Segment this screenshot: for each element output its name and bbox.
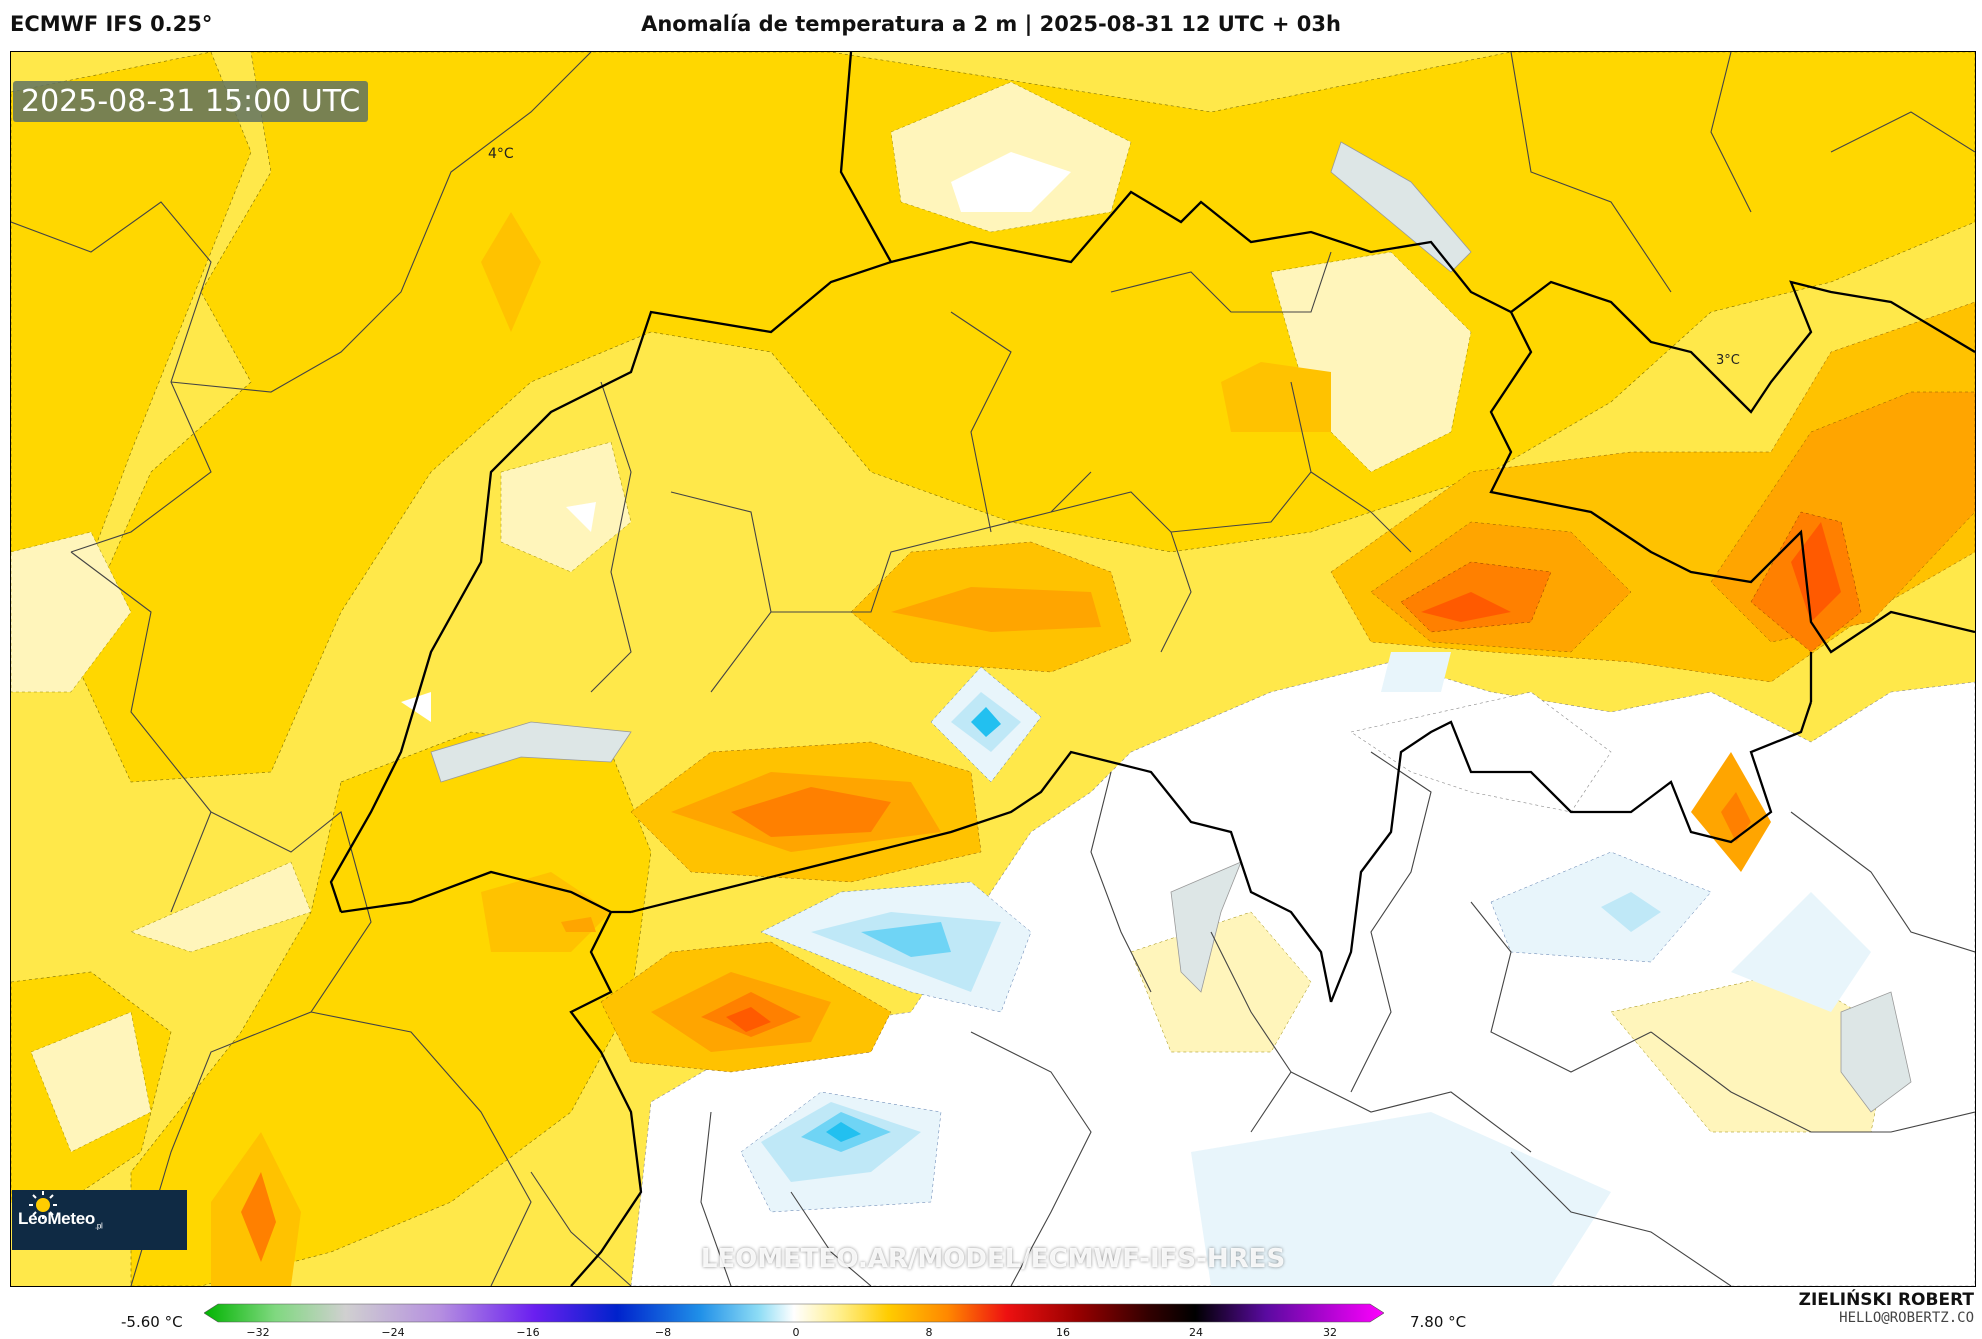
author-name: ZIELIŃSKI ROBERT xyxy=(1798,1290,1974,1310)
logo-text: LeoMeteo.pl xyxy=(18,1209,103,1231)
colorbar-tick: −8 xyxy=(654,1326,672,1339)
anomaly-zone xyxy=(70,52,1975,783)
cold-anomaly xyxy=(1381,652,1451,692)
colorbar-tick: 32 xyxy=(1323,1326,1337,1339)
source-url-watermark: LEOMETEO.AR/MODEL/ECMWF-IFS-HRES xyxy=(700,1244,1286,1274)
lake xyxy=(430,721,632,783)
author-credit: ZIELIŃSKI ROBERT HELLO@ROBERTZ.CO xyxy=(1799,1290,1974,1326)
legend-min-value: -5.60 °C xyxy=(121,1313,183,1331)
colorbar-gradient xyxy=(204,1303,1384,1323)
temperature-anomaly-map: 4°C 3°C xyxy=(11,52,1975,1286)
lake xyxy=(1330,141,1472,273)
anomaly-hotspot xyxy=(1721,792,1751,842)
anomaly-hotspot xyxy=(241,1172,276,1262)
anomaly-hotspot xyxy=(891,587,1101,632)
cold-anomaly xyxy=(1601,892,1661,932)
anomaly-zone-light xyxy=(1610,971,1892,1133)
map-area[interactable]: 4°C 3°C 2025-08-31 15:00 UTC LeoMeteo.pl… xyxy=(10,51,1976,1287)
country-borders xyxy=(329,52,1975,1286)
cold-anomaly xyxy=(826,1122,861,1142)
lake xyxy=(1840,991,1912,1113)
valid-time-badge: 2025-08-31 15:00 UTC xyxy=(13,81,369,122)
model-name: ECMWF IFS 0.25° xyxy=(10,12,213,36)
colorbar-tick: 16 xyxy=(1056,1326,1070,1339)
anomaly-zone-white xyxy=(401,692,431,722)
contour-label: 3°C xyxy=(1716,353,1740,368)
colorbar-tick: −32 xyxy=(246,1326,270,1339)
cold-anomaly xyxy=(1191,1112,1611,1286)
map-title: Anomalía de temperatura a 2 m | 2025-08-… xyxy=(641,12,1341,36)
cold-anomaly xyxy=(861,922,951,957)
anomaly-hotspot xyxy=(1421,592,1511,622)
contour-label: 4°C xyxy=(488,146,514,162)
anomaly-hotspot xyxy=(561,917,596,932)
anomaly-hotspot xyxy=(481,212,541,332)
colorbar-tick: −24 xyxy=(381,1326,405,1339)
anomaly-hotspot xyxy=(731,787,891,837)
colorbar-tick: 24 xyxy=(1189,1326,1203,1339)
anomaly-zone-white xyxy=(566,502,596,532)
cold-anomaly xyxy=(1731,892,1871,1012)
anomaly-zone-light xyxy=(1130,911,1312,1053)
region-borders xyxy=(11,52,1975,1286)
cold-anomaly xyxy=(971,707,1001,737)
anomaly-zone-light xyxy=(130,861,312,953)
sun-icon xyxy=(29,1191,57,1219)
lake xyxy=(1170,861,1242,993)
colorbar-tick: −16 xyxy=(516,1326,540,1339)
anomaly-zone-light xyxy=(30,1011,152,1153)
leometeo-logo[interactable]: LeoMeteo.pl xyxy=(12,1190,187,1250)
anomaly-zone-light xyxy=(11,531,132,693)
anomaly-hotspot xyxy=(1221,362,1331,432)
colorbar-tick: 0 xyxy=(792,1326,800,1339)
anomaly-zone-white xyxy=(951,152,1071,212)
legend-max-value: 7.80 °C xyxy=(1410,1313,1467,1331)
anomaly-hotspot xyxy=(726,1007,771,1032)
legend-colorbar: -5.60 °C xyxy=(0,1290,1982,1339)
colorbar-tick: 8 xyxy=(925,1326,933,1339)
author-email[interactable]: HELLO@ROBERTZ.CO xyxy=(1839,1310,1974,1326)
